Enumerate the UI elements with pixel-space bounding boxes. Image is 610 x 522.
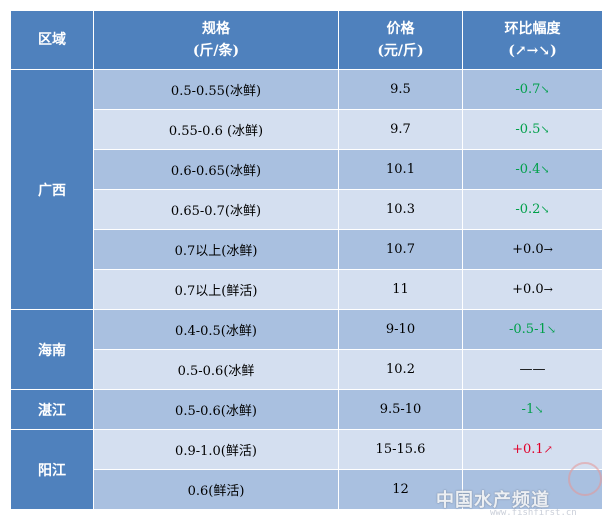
change-value: +0.0	[512, 242, 544, 257]
table-row: 广西 0.5-0.55(冰鲜) 9.5 -0.7↘	[10, 69, 603, 310]
header-change-line1: 环比幅度	[504, 21, 561, 37]
price-cell: 10.2	[338, 349, 463, 390]
table-body: 广西 0.5-0.55(冰鲜) 9.5 -0.7↘ 0.55-0.6 (冰鲜) 9.7 -0…	[10, 69, 603, 510]
price-table: 区域 规格 (斤/条) 价格 (元/斤) 环比幅度 (↗→↘) 广西 0.5-0.55(…	[10, 10, 603, 510]
watermark-text: 中国水产频道	[436, 490, 550, 511]
change-cell: +0.1↗	[462, 429, 603, 470]
table-row: 海南 0.4-0.5(冰鲜) 9-10 -0.5-1↘	[10, 309, 603, 390]
header-price-line1: 价格	[386, 21, 415, 37]
change-cell: -0.7↘	[462, 69, 603, 110]
trend-arrow-icon: ↘	[540, 163, 550, 176]
trend-arrow-icon: →	[543, 243, 553, 256]
table-row: 0.6(鲜活) 12	[11, 469, 603, 510]
change-value: -0.5-1	[509, 322, 547, 337]
watermark-logo	[568, 462, 602, 496]
spec-cell: 0.6-0.65(冰鲜)	[93, 149, 339, 190]
spec-cell: 0.6(鲜活)	[93, 469, 339, 510]
change-value: ——	[519, 362, 546, 377]
price-cell: 11	[338, 269, 463, 310]
header-spec-line2: (斤/条)	[192, 43, 240, 59]
price-cell: 10.1	[338, 149, 463, 190]
spec-cell: 0.4-0.5(冰鲜)	[93, 309, 339, 350]
table-row: 0.55-0.6 (冰鲜) 9.7 -0.5↘	[11, 109, 603, 150]
price-cell: 12	[338, 469, 463, 510]
change-value: -0.7	[515, 82, 541, 97]
header-price: 价格 (元/斤)	[338, 10, 463, 70]
spec-cell: 0.5-0.55(冰鲜)	[93, 69, 339, 110]
table-row: 0.5-0.6(冰鲜 10.2 ——	[11, 349, 603, 390]
price-cell: 10.3	[338, 189, 463, 230]
table-row: 0.65-0.7(冰鲜) 10.3 -0.2↘	[11, 189, 603, 230]
change-value: -1	[521, 402, 535, 417]
spec-cell: 0.7以上(鲜活)	[93, 269, 339, 310]
watermark-url: www.fishfirst.cn	[490, 508, 577, 518]
header-region: 区域	[10, 10, 94, 70]
spec-cell: 0.5-0.6(冰鲜	[93, 349, 339, 390]
table-row: 湛江 0.5-0.6(冰鲜) 9.5-10 -1↘	[10, 389, 603, 430]
change-cell: +0.0→	[462, 269, 603, 310]
change-cell: ——	[462, 349, 603, 390]
region-cell: 广西	[10, 69, 94, 310]
change-cell: -0.5↘	[462, 109, 603, 150]
table-row: 0.6-0.65(冰鲜) 10.1 -0.4↘	[11, 149, 603, 190]
trend-arrow-icon: ↘	[534, 403, 544, 416]
header-change: 环比幅度 (↗→↘)	[462, 10, 603, 70]
change-value: -0.2	[515, 202, 541, 217]
trend-arrow-icon: ↘	[540, 203, 550, 216]
spec-cell: 0.5-0.6(冰鲜)	[93, 389, 339, 430]
spec-cell: 0.65-0.7(冰鲜)	[93, 189, 339, 230]
header-spec: 规格 (斤/条)	[93, 10, 339, 70]
spec-cell: 0.7以上(冰鲜)	[93, 229, 339, 270]
region-cell: 阳江	[10, 429, 94, 510]
header-row: 区域 规格 (斤/条) 价格 (元/斤) 环比幅度 (↗→↘)	[10, 10, 603, 70]
change-value: -0.4	[515, 162, 541, 177]
region-cell: 湛江	[10, 389, 94, 430]
trend-arrow-icon: ↘	[540, 83, 550, 96]
header-price-line2: (元/斤)	[377, 43, 424, 59]
change-value: -0.5	[515, 122, 541, 137]
table-row: 0.7以上(鲜活) 11 +0.0→	[11, 269, 603, 310]
price-cell: 15-15.6	[338, 429, 463, 470]
price-cell: 9.7	[338, 109, 463, 150]
header-change-line2: (↗→↘)	[508, 43, 557, 59]
trend-arrow-icon: ↘	[546, 323, 556, 336]
price-cell: 9.5-10	[338, 389, 463, 430]
change-cell: +0.0→	[462, 229, 603, 270]
trend-arrow-icon: ↘	[540, 123, 550, 136]
price-cell: 9.5	[338, 69, 463, 110]
change-cell: -0.4↘	[462, 149, 603, 190]
price-cell: 9-10	[338, 309, 463, 350]
trend-arrow-icon: ↗	[543, 443, 553, 456]
header-spec-line1: 规格	[202, 21, 230, 37]
table-row: 0.7以上(冰鲜) 10.7 +0.0→	[11, 229, 603, 270]
spec-cell: 0.9-1.0(鲜活)	[93, 429, 339, 470]
trend-arrow-icon: →	[543, 283, 553, 296]
region-cell: 海南	[10, 309, 94, 390]
change-cell: -0.5-1↘	[462, 309, 603, 350]
price-cell: 10.7	[338, 229, 463, 270]
change-value: +0.1	[512, 442, 544, 457]
table-row: 阳江 0.9-1.0(鲜活) 15-15.6 +0.1↗	[10, 429, 603, 510]
spec-cell: 0.55-0.6 (冰鲜)	[93, 109, 339, 150]
change-value: +0.0	[512, 282, 544, 297]
change-cell: -0.2↘	[462, 189, 603, 230]
change-cell: -1↘	[462, 389, 603, 430]
